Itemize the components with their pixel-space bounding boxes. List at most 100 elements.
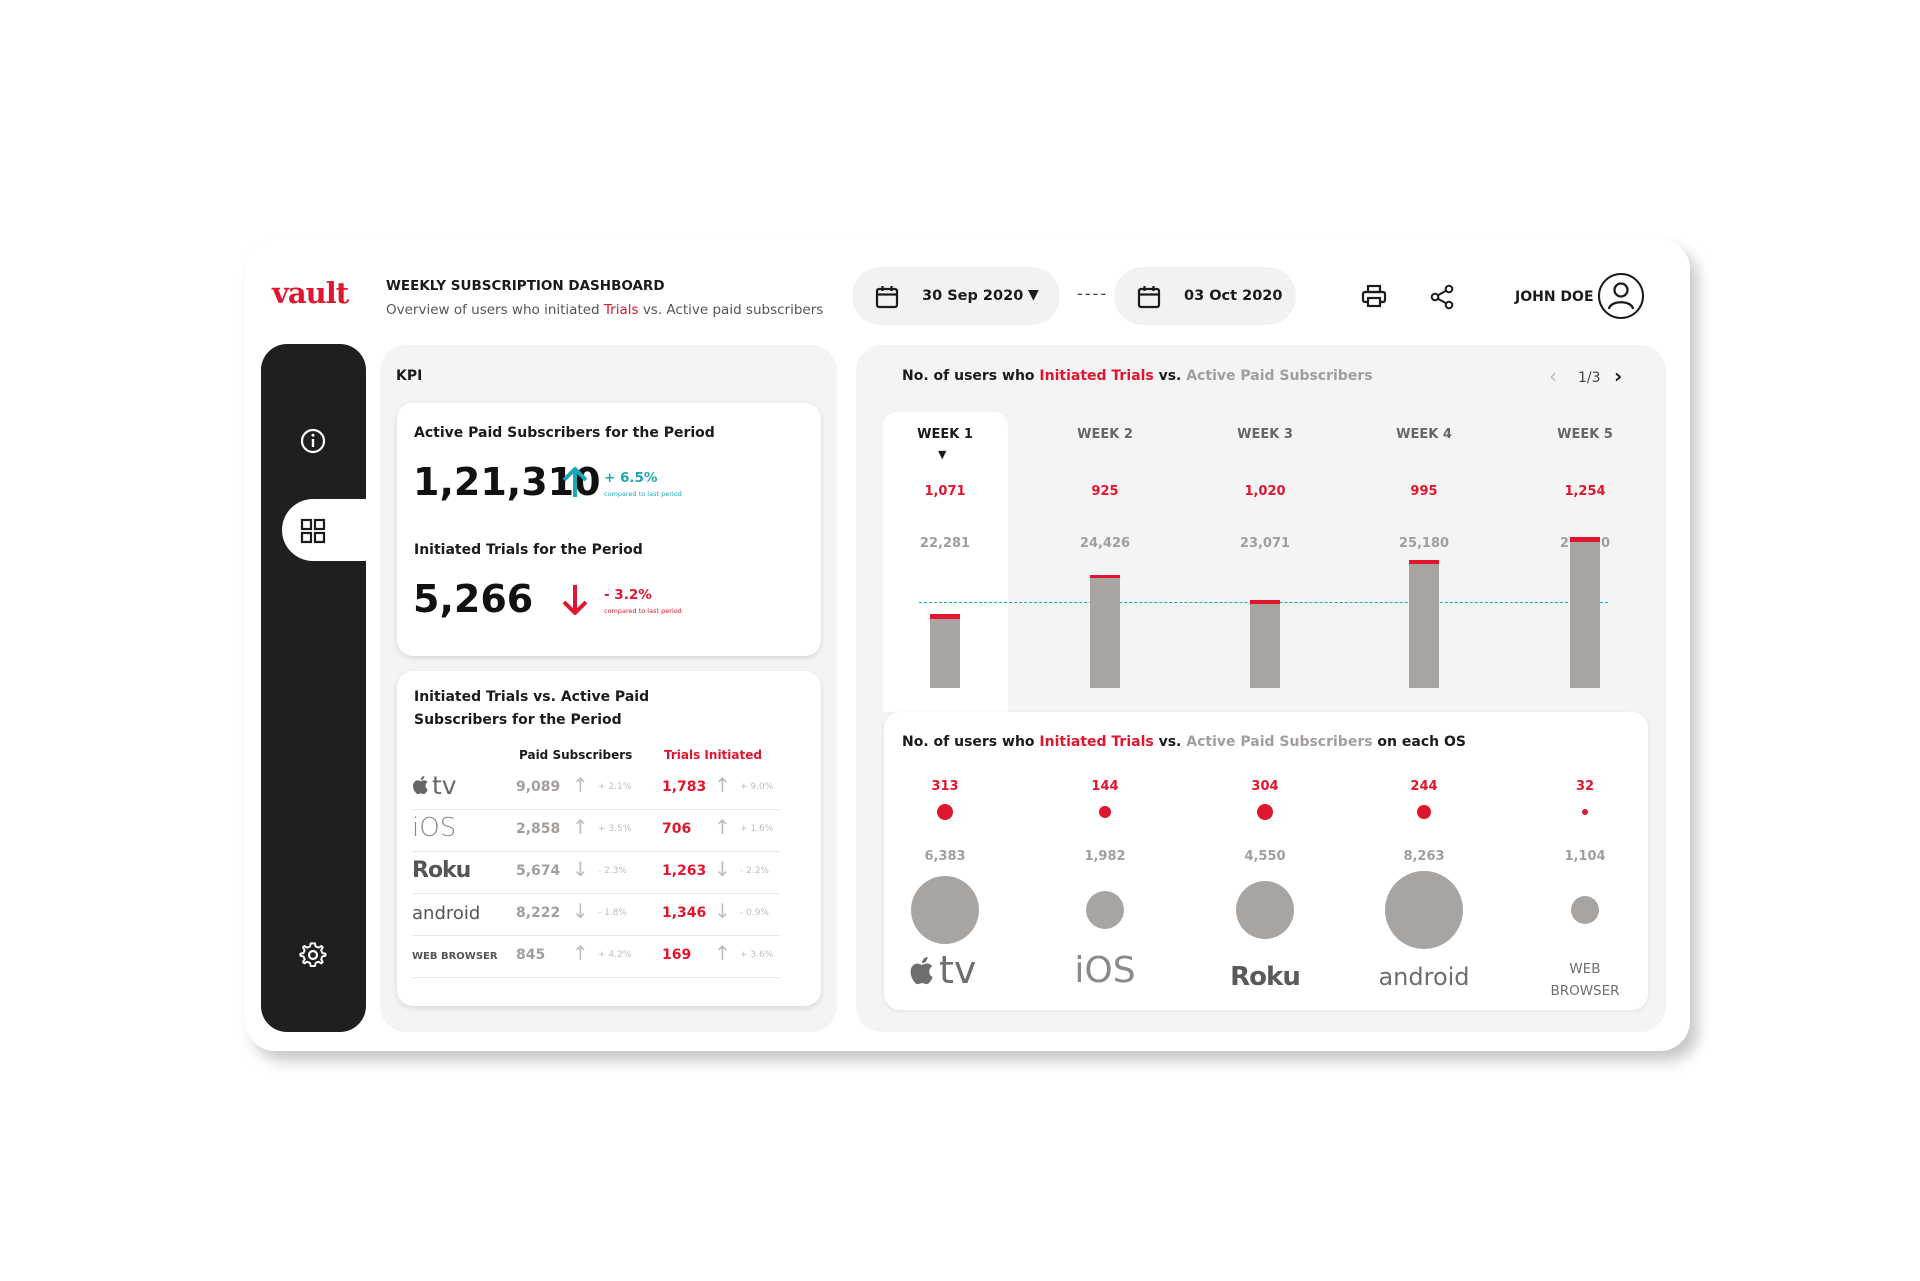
paid-bubble (1235, 880, 1294, 939)
chevron-down-icon[interactable]: ▼ (938, 448, 947, 461)
os-label: android (412, 903, 481, 924)
trials-value: 1,346 (662, 905, 707, 921)
paid-bubble (1384, 870, 1464, 950)
os-label-text: tv (432, 771, 457, 800)
paid-value: 9,089 (516, 779, 561, 795)
arrow-up-icon: ↑ (714, 815, 731, 839)
user-avatar-icon[interactable] (1598, 273, 1644, 319)
start-date: 30 Sep 2020 (922, 288, 1024, 304)
paid-subscribers-title: Active Paid Subscribers for the Period (414, 425, 715, 441)
paid-subscribers-change: + 6.5% (604, 470, 658, 486)
apple-icon (412, 776, 430, 800)
os-label: iOS (412, 813, 457, 843)
arrow-down-icon: ↓ (714, 857, 731, 881)
tab-week[interactable]: WEEK 4 (1396, 427, 1452, 442)
page-subtitle: Overview of users who initiated Trials v… (386, 302, 824, 318)
paid-bubble (1570, 895, 1600, 925)
gear-icon[interactable] (299, 941, 327, 973)
tab-week[interactable]: WEEK 5 (1557, 427, 1613, 442)
arrow-up-icon: ↑ (714, 941, 731, 965)
os-chart-title: No. of users who Initiated Trials vs. Ac… (902, 734, 1466, 750)
printer-icon[interactable] (1361, 284, 1387, 312)
trials-bar (1570, 537, 1600, 543)
os-label: WEB BROWSER (412, 951, 498, 962)
weekly-chart-title: No. of users who Initiated Trials vs. Ac… (902, 368, 1373, 384)
arrow-down-icon (560, 583, 590, 621)
calendar-icon (874, 284, 900, 314)
tab-week[interactable]: WEEK 1 (917, 427, 973, 442)
col-header-trials: Trials Initiated (664, 748, 762, 762)
vault-logo[interactable]: vault (272, 276, 349, 310)
paid-bar (1250, 603, 1280, 688)
trials-data-label: 244 (1410, 779, 1438, 794)
paid-data-label: 23,071 (1239, 536, 1291, 551)
paid-bubble (910, 875, 980, 945)
trials-dot (1416, 804, 1432, 820)
trials-dot (936, 803, 954, 821)
trials-compare-note: compared to last period (604, 607, 682, 615)
paid-data-label: 22,281 (919, 536, 971, 551)
date-range-separator: ---- (1077, 284, 1109, 303)
trials-change: + 9.0% (740, 782, 774, 792)
trials-value: 1,783 (662, 779, 707, 795)
paid-bar (1570, 542, 1600, 688)
trials-data-label: 925 (1091, 484, 1119, 499)
trials-change: + 1.6% (740, 824, 774, 834)
chevron-right-icon[interactable]: › (1614, 364, 1623, 388)
paid-subscribers-value: 1,21,310 (413, 460, 601, 504)
trials-dot (1581, 808, 1589, 816)
table-row: android 8,222 ↓ - 1.8% 1,346 ↓ - 0.9% (412, 893, 780, 936)
os-label-roku: Roku (1230, 962, 1301, 992)
grid-icon[interactable] (299, 517, 327, 549)
trials-data-label: 1,020 (1244, 484, 1286, 499)
table-row: tv 9,089 ↑ + 2.1% 1,783 ↑ + 9.0% (412, 767, 780, 810)
start-date-picker[interactable]: 30 Sep 2020 ▼ (852, 267, 1060, 325)
tab-week[interactable]: WEEK 3 (1237, 427, 1293, 442)
paid-data-label: 6,383 (924, 849, 966, 864)
paid-data-label: 1,104 (1564, 849, 1606, 864)
os-label-android: android (1378, 963, 1470, 991)
arrow-up-icon (560, 465, 590, 503)
os-label-text: tv (939, 948, 977, 992)
trials-data-label: 32 (1575, 779, 1595, 794)
trials-bar (1090, 574, 1120, 579)
os-label-ios: iOS (1074, 950, 1136, 991)
os-table-title: Initiated Trials vs. Active Paid Subscri… (414, 689, 650, 728)
table-row: WEB BROWSER 845 ↑ + 4.2% 169 ↑ + 3.6% (412, 935, 780, 978)
paid-data-label: 24,426 (1079, 536, 1131, 551)
trials-value: 1,263 (662, 863, 707, 879)
trials-change: - 0.9% (740, 908, 769, 918)
os-label: Roku (412, 858, 471, 883)
table-row: iOS 2,858 ↑ + 3.5% 706 ↑ + 1.6% (412, 809, 780, 852)
calendar-icon (1136, 284, 1162, 314)
chevron-down-icon[interactable]: ▼ (1028, 287, 1039, 303)
sidebar (261, 344, 366, 1032)
tab-week[interactable]: WEEK 2 (1077, 427, 1133, 442)
trials-data-label: 313 (931, 779, 959, 794)
trials-dot (1099, 806, 1111, 818)
col-header-paid: Paid Subscribers (519, 748, 633, 762)
trials-data-label: 1,071 (924, 484, 966, 499)
os-table-card (397, 671, 821, 1006)
trials-data-label: 304 (1251, 779, 1279, 794)
paid-value: 8,222 (516, 905, 561, 921)
share-icon[interactable] (1429, 284, 1455, 314)
paid-data-label: 1,982 (1084, 849, 1126, 864)
pager-indicator: 1/3 (1578, 370, 1601, 386)
end-date-picker[interactable]: 03 Oct 2020 (1114, 267, 1296, 325)
trials-dot (1256, 803, 1274, 821)
trials-value: 5,266 (413, 577, 534, 621)
chevron-left-icon[interactable]: ‹ (1549, 364, 1557, 388)
info-icon[interactable] (299, 427, 327, 459)
arrow-down-icon: ↓ (714, 899, 731, 923)
arrow-up-icon: ↑ (714, 773, 731, 797)
user-name[interactable]: JOHN DOE (1515, 289, 1594, 305)
trials-change: - 3.2% (604, 587, 652, 603)
apple-icon (909, 954, 936, 991)
arrow-up-icon: ↑ (572, 815, 589, 839)
trials-data-label: 144 (1091, 779, 1119, 794)
paid-bar (1090, 578, 1120, 688)
arrow-up-icon: ↑ (572, 941, 589, 965)
trials-change: + 3.6% (740, 950, 774, 960)
paid-value: 5,674 (516, 863, 561, 879)
